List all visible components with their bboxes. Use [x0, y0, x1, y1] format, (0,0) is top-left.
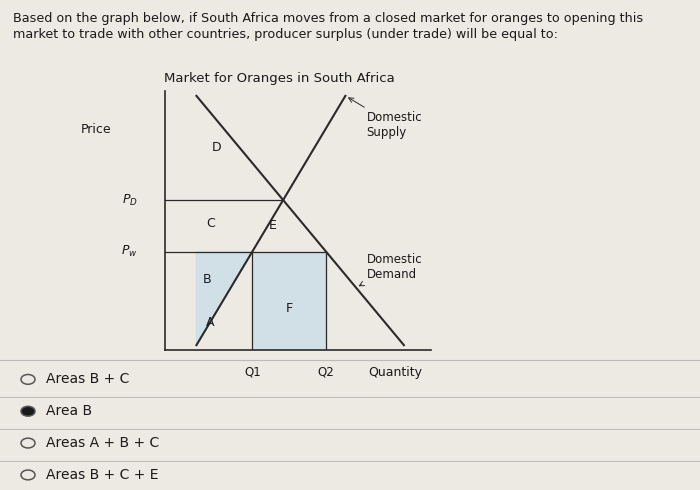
- Polygon shape: [197, 252, 252, 345]
- Text: Area B: Area B: [46, 404, 92, 418]
- Polygon shape: [252, 252, 326, 350]
- Text: C: C: [206, 217, 216, 230]
- Text: $P_w$: $P_w$: [121, 244, 138, 259]
- Text: Q2: Q2: [318, 366, 335, 379]
- Text: Quantity: Quantity: [368, 366, 423, 379]
- Text: Domestic
Supply: Domestic Supply: [349, 98, 422, 140]
- Text: Areas A + B + C: Areas A + B + C: [46, 436, 159, 450]
- Text: Q1: Q1: [244, 366, 260, 379]
- Text: F: F: [286, 302, 293, 316]
- Text: E: E: [269, 220, 277, 232]
- Text: Domestic
Demand: Domestic Demand: [359, 253, 422, 286]
- Text: Based on the graph below, if South Africa moves from a closed market for oranges: Based on the graph below, if South Afric…: [13, 12, 643, 25]
- Text: Areas B + C + E: Areas B + C + E: [46, 468, 158, 482]
- Text: B: B: [203, 273, 211, 286]
- Text: Market for Oranges in South Africa: Market for Oranges in South Africa: [164, 73, 396, 85]
- Text: A: A: [206, 316, 214, 329]
- Text: D: D: [211, 141, 221, 154]
- Text: market to trade with other countries, producer surplus (under trade) will be equ: market to trade with other countries, pr…: [13, 28, 558, 42]
- Text: Areas B + C: Areas B + C: [46, 372, 129, 387]
- Text: $P_D$: $P_D$: [122, 193, 138, 208]
- Text: Price: Price: [80, 123, 111, 136]
